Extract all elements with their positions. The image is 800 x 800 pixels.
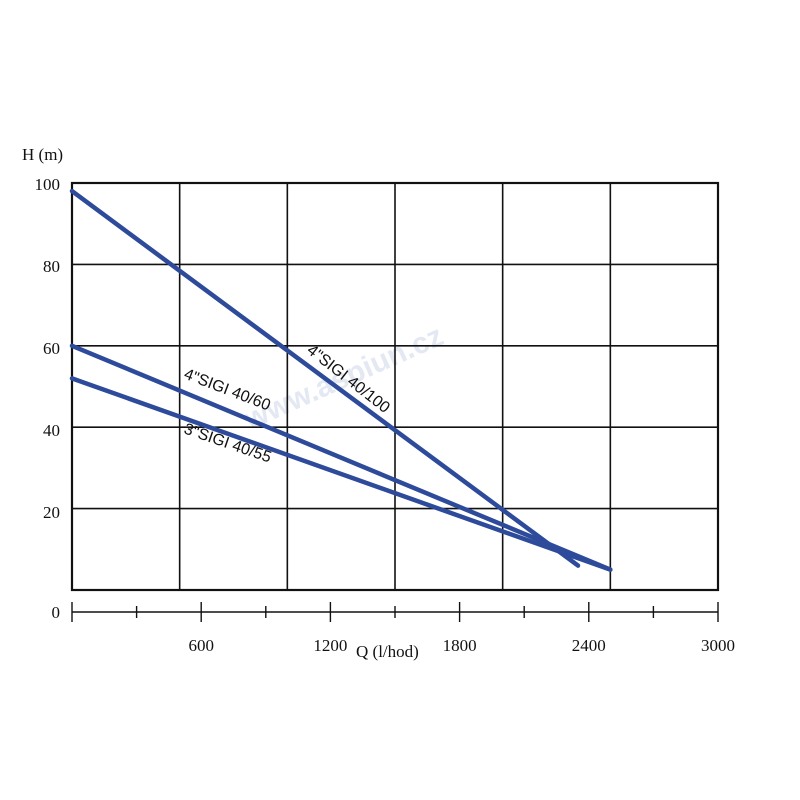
- series-line: [69, 188, 581, 568]
- x-tick-label: 1800: [443, 636, 477, 655]
- y-axis-label: H (m): [22, 145, 63, 164]
- x-axis-label: Q (l/hod): [356, 642, 419, 661]
- y-tick-label: 100: [35, 175, 61, 194]
- y-tick-label: 20: [43, 503, 60, 522]
- y-tick-label: 0: [52, 603, 61, 622]
- x-tick-label: 2400: [572, 636, 606, 655]
- series-line: [69, 343, 613, 572]
- y-tick-label: 80: [43, 257, 60, 276]
- x-tick-label: 1200: [313, 636, 347, 655]
- y-tick-label: 40: [43, 421, 60, 440]
- plot-frame: [70, 181, 720, 592]
- series-label: 4"SIGI 40/60: [182, 366, 273, 415]
- x-tick-label: 3000: [701, 636, 735, 655]
- series-line: [69, 376, 613, 572]
- x-tick-label: 600: [188, 636, 214, 655]
- y-tick-label: 60: [43, 339, 60, 358]
